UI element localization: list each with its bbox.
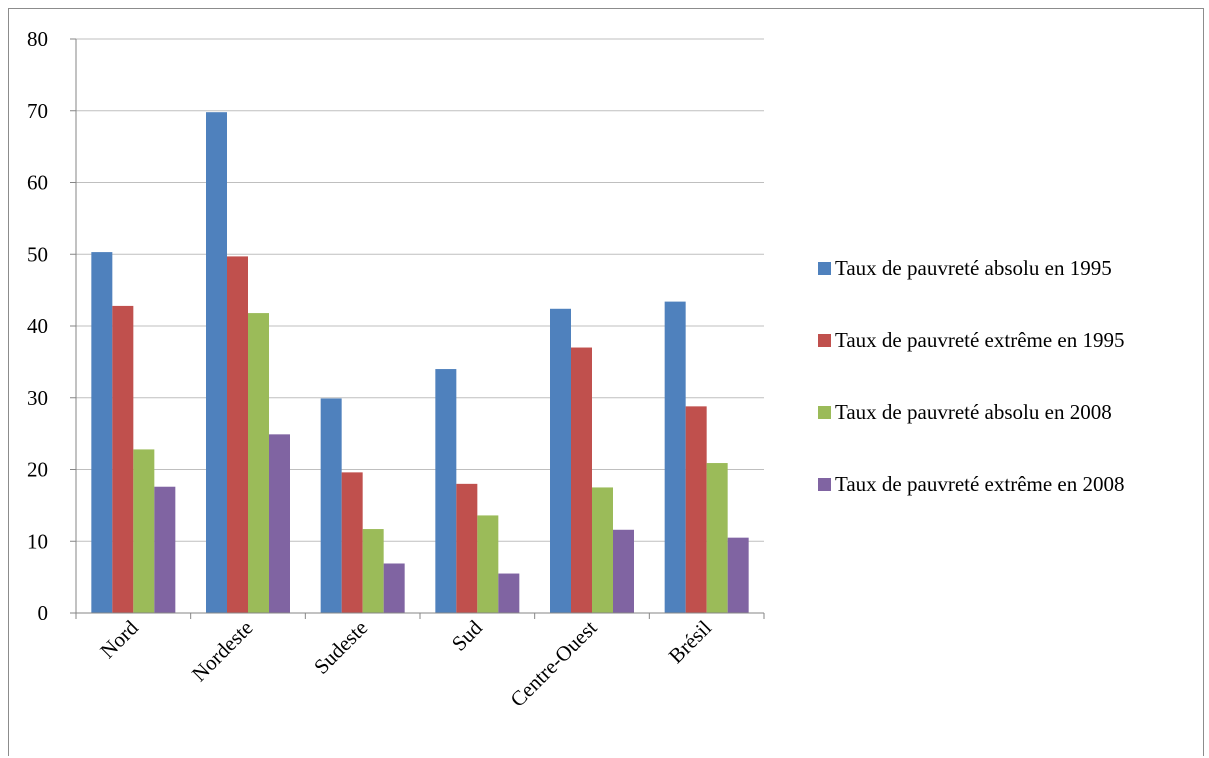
y-tick-label: 60 xyxy=(27,171,48,195)
y-tick-label: 50 xyxy=(27,242,48,266)
bar xyxy=(498,573,520,613)
y-tick-label: 30 xyxy=(27,386,48,410)
legend-label: Taux de pauvreté absolu en 2008 xyxy=(835,400,1112,424)
bar xyxy=(456,483,478,613)
bar xyxy=(685,406,707,613)
x-tick-label: Nordeste xyxy=(187,616,258,687)
axes xyxy=(70,38,765,619)
x-tick-label: Sud xyxy=(447,615,487,655)
legend-label: Taux de pauvreté extrême en 1995 xyxy=(835,328,1125,352)
bar xyxy=(592,487,613,613)
x-tick-label: Brésil xyxy=(664,615,717,668)
gridlines xyxy=(76,38,764,542)
bar xyxy=(269,434,290,613)
legend-label: Taux de pauvreté extrême en 2008 xyxy=(835,472,1125,496)
bar xyxy=(362,529,384,613)
bar xyxy=(550,308,571,613)
bar xyxy=(571,347,592,613)
bar xyxy=(727,537,749,613)
bars xyxy=(91,112,749,613)
x-tick-labels: Nord Nordeste Sudeste Sud Centre-Ouest Brésil xyxy=(95,615,716,711)
y-tick-label: 80 xyxy=(27,27,48,51)
bar xyxy=(320,398,342,613)
bar xyxy=(206,112,227,613)
bar xyxy=(341,472,363,613)
bar xyxy=(91,252,113,613)
legend-label: Taux de pauvreté absolu en 1995 xyxy=(835,256,1112,280)
bar xyxy=(133,449,155,613)
legend-swatch xyxy=(818,478,831,491)
x-tick-label: Sudeste xyxy=(309,616,372,679)
legend-swatch xyxy=(818,262,831,275)
y-tick-label: 20 xyxy=(27,458,48,482)
y-tick-label: 0 xyxy=(38,601,49,625)
bar xyxy=(706,463,728,613)
bar xyxy=(112,305,134,613)
bar xyxy=(248,313,269,613)
x-tick-label: Nord xyxy=(95,615,143,663)
bar xyxy=(613,529,634,613)
y-tick-label: 10 xyxy=(27,529,48,553)
bar xyxy=(477,515,499,613)
bar xyxy=(227,256,248,613)
legend: Taux de pauvreté absolu en 1995 Taux de p… xyxy=(818,256,1125,496)
y-tick-labels: 0 10 20 30 40 50 60 70 80 xyxy=(27,27,48,625)
legend-swatch xyxy=(818,406,831,419)
legend-swatch xyxy=(818,334,831,347)
x-tick-label: Centre-Ouest xyxy=(505,615,601,711)
bar xyxy=(435,369,457,613)
bar xyxy=(154,486,176,613)
bar xyxy=(664,301,686,613)
y-tick-label: 70 xyxy=(27,99,48,123)
bar xyxy=(383,563,405,613)
y-tick-label: 40 xyxy=(27,314,48,338)
